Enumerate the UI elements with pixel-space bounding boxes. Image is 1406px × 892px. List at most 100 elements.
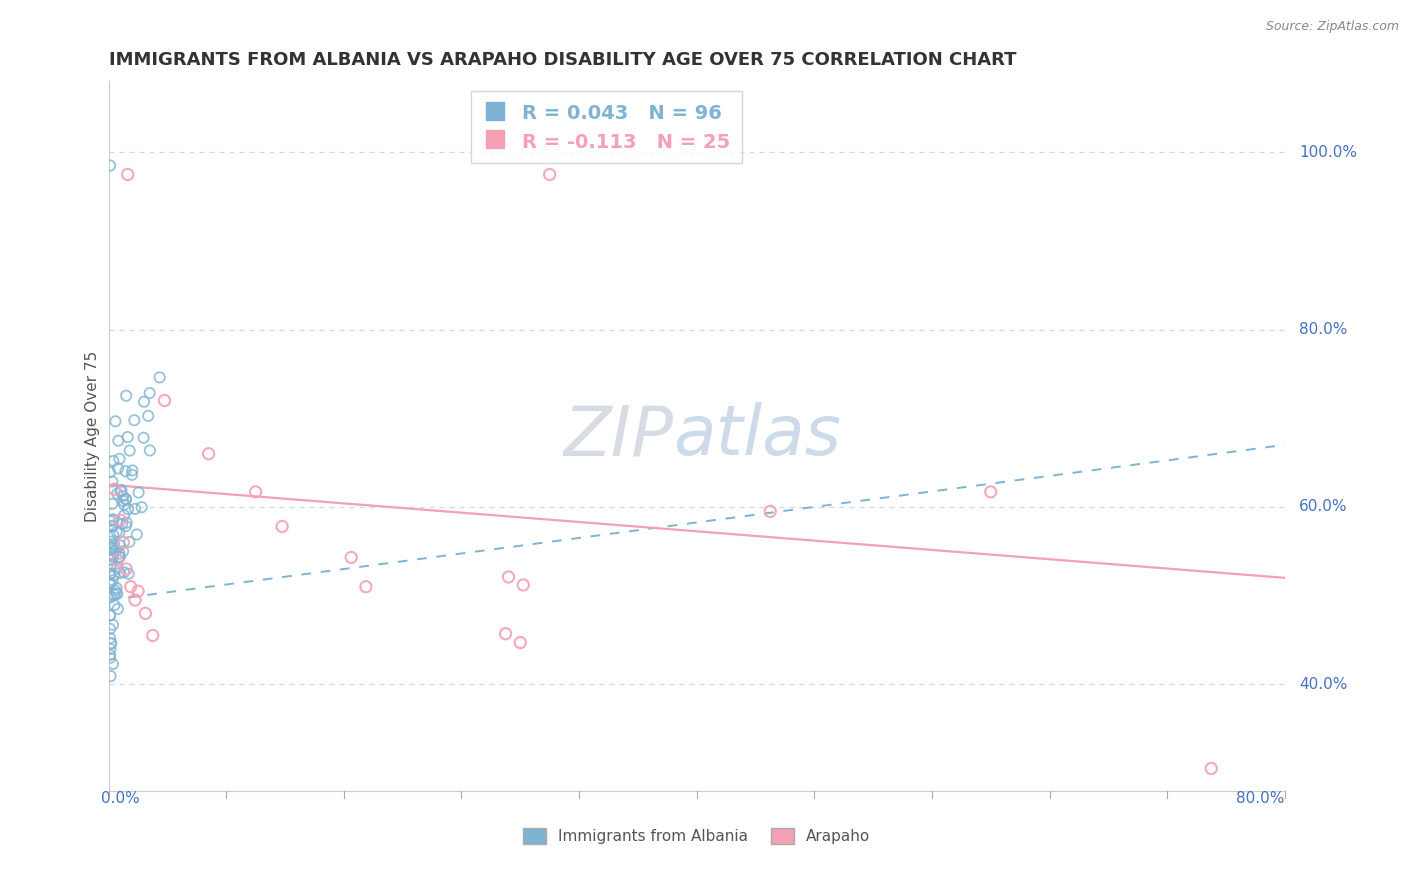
Point <box>107 602 129 616</box>
Point <box>115 389 138 403</box>
Point <box>98 553 121 567</box>
Point <box>111 516 134 531</box>
Point <box>115 562 138 576</box>
Point <box>121 463 143 477</box>
Point <box>104 583 127 598</box>
Point <box>107 434 129 448</box>
Point <box>103 482 125 496</box>
Text: 80.0%: 80.0% <box>1236 790 1285 805</box>
Point <box>127 584 149 599</box>
Point <box>136 409 159 423</box>
Point <box>98 577 121 591</box>
Point <box>100 642 122 657</box>
Point <box>512 578 534 592</box>
Point <box>100 669 122 683</box>
Point <box>153 393 176 408</box>
Point <box>107 553 129 567</box>
Point <box>98 514 121 528</box>
Text: ZIP: ZIP <box>564 402 673 469</box>
Point <box>498 570 520 584</box>
Point <box>100 552 122 566</box>
Point <box>98 631 121 645</box>
Point <box>197 447 219 461</box>
Point <box>112 489 135 503</box>
Point <box>101 512 124 526</box>
Point <box>98 575 121 590</box>
Legend: R = 0.043   N = 96, R = -0.113   N = 25: R = 0.043 N = 96, R = -0.113 N = 25 <box>471 91 742 163</box>
Point <box>103 537 125 551</box>
Point <box>495 626 517 640</box>
Point <box>115 492 138 507</box>
Point <box>538 168 561 182</box>
Point <box>100 591 122 605</box>
Point <box>128 485 150 500</box>
Text: 0.0%: 0.0% <box>101 790 141 805</box>
Point <box>112 565 135 579</box>
Point <box>101 657 124 671</box>
Point <box>108 525 131 540</box>
Point <box>108 550 131 565</box>
Point <box>98 608 121 623</box>
Point <box>101 617 124 632</box>
Point <box>103 598 125 612</box>
Point <box>101 573 124 587</box>
Text: IMMIGRANTS FROM ALBANIA VS ARAPAHO DISABILITY AGE OVER 75 CORRELATION CHART: IMMIGRANTS FROM ALBANIA VS ARAPAHO DISAB… <box>108 51 1017 69</box>
Point <box>105 524 128 539</box>
Point <box>98 547 121 561</box>
Point <box>124 593 146 607</box>
Text: 60.0%: 60.0% <box>1299 500 1347 515</box>
Point <box>105 587 128 601</box>
Point <box>120 580 142 594</box>
Point <box>105 561 128 575</box>
Point <box>132 394 155 409</box>
Point <box>100 541 122 556</box>
Point <box>108 566 131 580</box>
Point <box>117 502 139 516</box>
Point <box>100 558 122 573</box>
Point <box>139 443 162 458</box>
Point <box>98 622 121 636</box>
Point <box>112 535 135 549</box>
Point <box>138 386 160 401</box>
Point <box>100 636 122 650</box>
Point <box>104 414 127 428</box>
Point <box>103 528 125 542</box>
Point <box>110 483 132 497</box>
Point <box>340 550 363 565</box>
Point <box>101 540 124 554</box>
Point <box>131 500 153 515</box>
Point <box>105 586 128 600</box>
Point <box>98 566 121 581</box>
Point <box>103 587 125 601</box>
Text: 80.0%: 80.0% <box>1299 322 1347 337</box>
Point <box>103 518 125 533</box>
Y-axis label: Disability Age Over 75: Disability Age Over 75 <box>86 351 100 522</box>
Point <box>98 607 121 622</box>
Point <box>105 486 128 500</box>
Point <box>134 607 156 621</box>
Point <box>104 543 127 558</box>
Point <box>108 538 131 552</box>
Point <box>98 540 121 554</box>
Point <box>117 168 139 182</box>
Point <box>110 513 132 527</box>
Point <box>509 635 531 649</box>
Point <box>112 508 135 523</box>
Point <box>107 461 129 475</box>
Point <box>100 534 122 549</box>
Text: Source: ZipAtlas.com: Source: ZipAtlas.com <box>1265 20 1399 33</box>
Text: atlas: atlas <box>673 402 841 469</box>
Point <box>112 544 135 558</box>
Point <box>112 494 135 508</box>
Point <box>125 527 148 541</box>
Point <box>101 549 124 564</box>
Point <box>142 628 165 642</box>
Point <box>1199 762 1222 776</box>
Point <box>98 651 121 665</box>
Point <box>103 568 125 582</box>
Point <box>103 454 125 468</box>
Point <box>980 484 1002 499</box>
Point <box>98 567 121 582</box>
Point <box>117 430 139 444</box>
Point <box>115 516 138 530</box>
